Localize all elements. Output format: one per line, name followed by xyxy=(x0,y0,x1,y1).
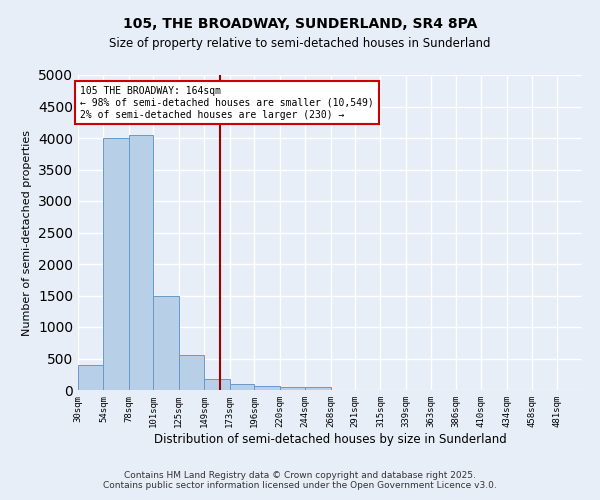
Bar xyxy=(129,135,154,390)
Bar xyxy=(305,388,331,390)
Text: Size of property relative to semi-detached houses in Sunderland: Size of property relative to semi-detach… xyxy=(109,38,491,51)
Bar xyxy=(78,365,103,390)
Bar xyxy=(179,354,204,390)
Text: 105, THE BROADWAY, SUNDERLAND, SR4 8PA: 105, THE BROADWAY, SUNDERLAND, SR4 8PA xyxy=(123,18,477,32)
Bar xyxy=(230,384,254,390)
Y-axis label: Number of semi-detached properties: Number of semi-detached properties xyxy=(22,130,32,336)
Bar xyxy=(254,386,280,390)
Bar xyxy=(280,387,305,390)
Bar xyxy=(103,138,129,390)
X-axis label: Distribution of semi-detached houses by size in Sunderland: Distribution of semi-detached houses by … xyxy=(154,432,506,446)
Bar xyxy=(204,379,230,390)
Text: 105 THE BROADWAY: 164sqm
← 98% of semi-detached houses are smaller (10,549)
2% o: 105 THE BROADWAY: 164sqm ← 98% of semi-d… xyxy=(80,86,374,120)
Bar xyxy=(154,296,179,390)
Text: Contains HM Land Registry data © Crown copyright and database right 2025.
Contai: Contains HM Land Registry data © Crown c… xyxy=(103,470,497,490)
